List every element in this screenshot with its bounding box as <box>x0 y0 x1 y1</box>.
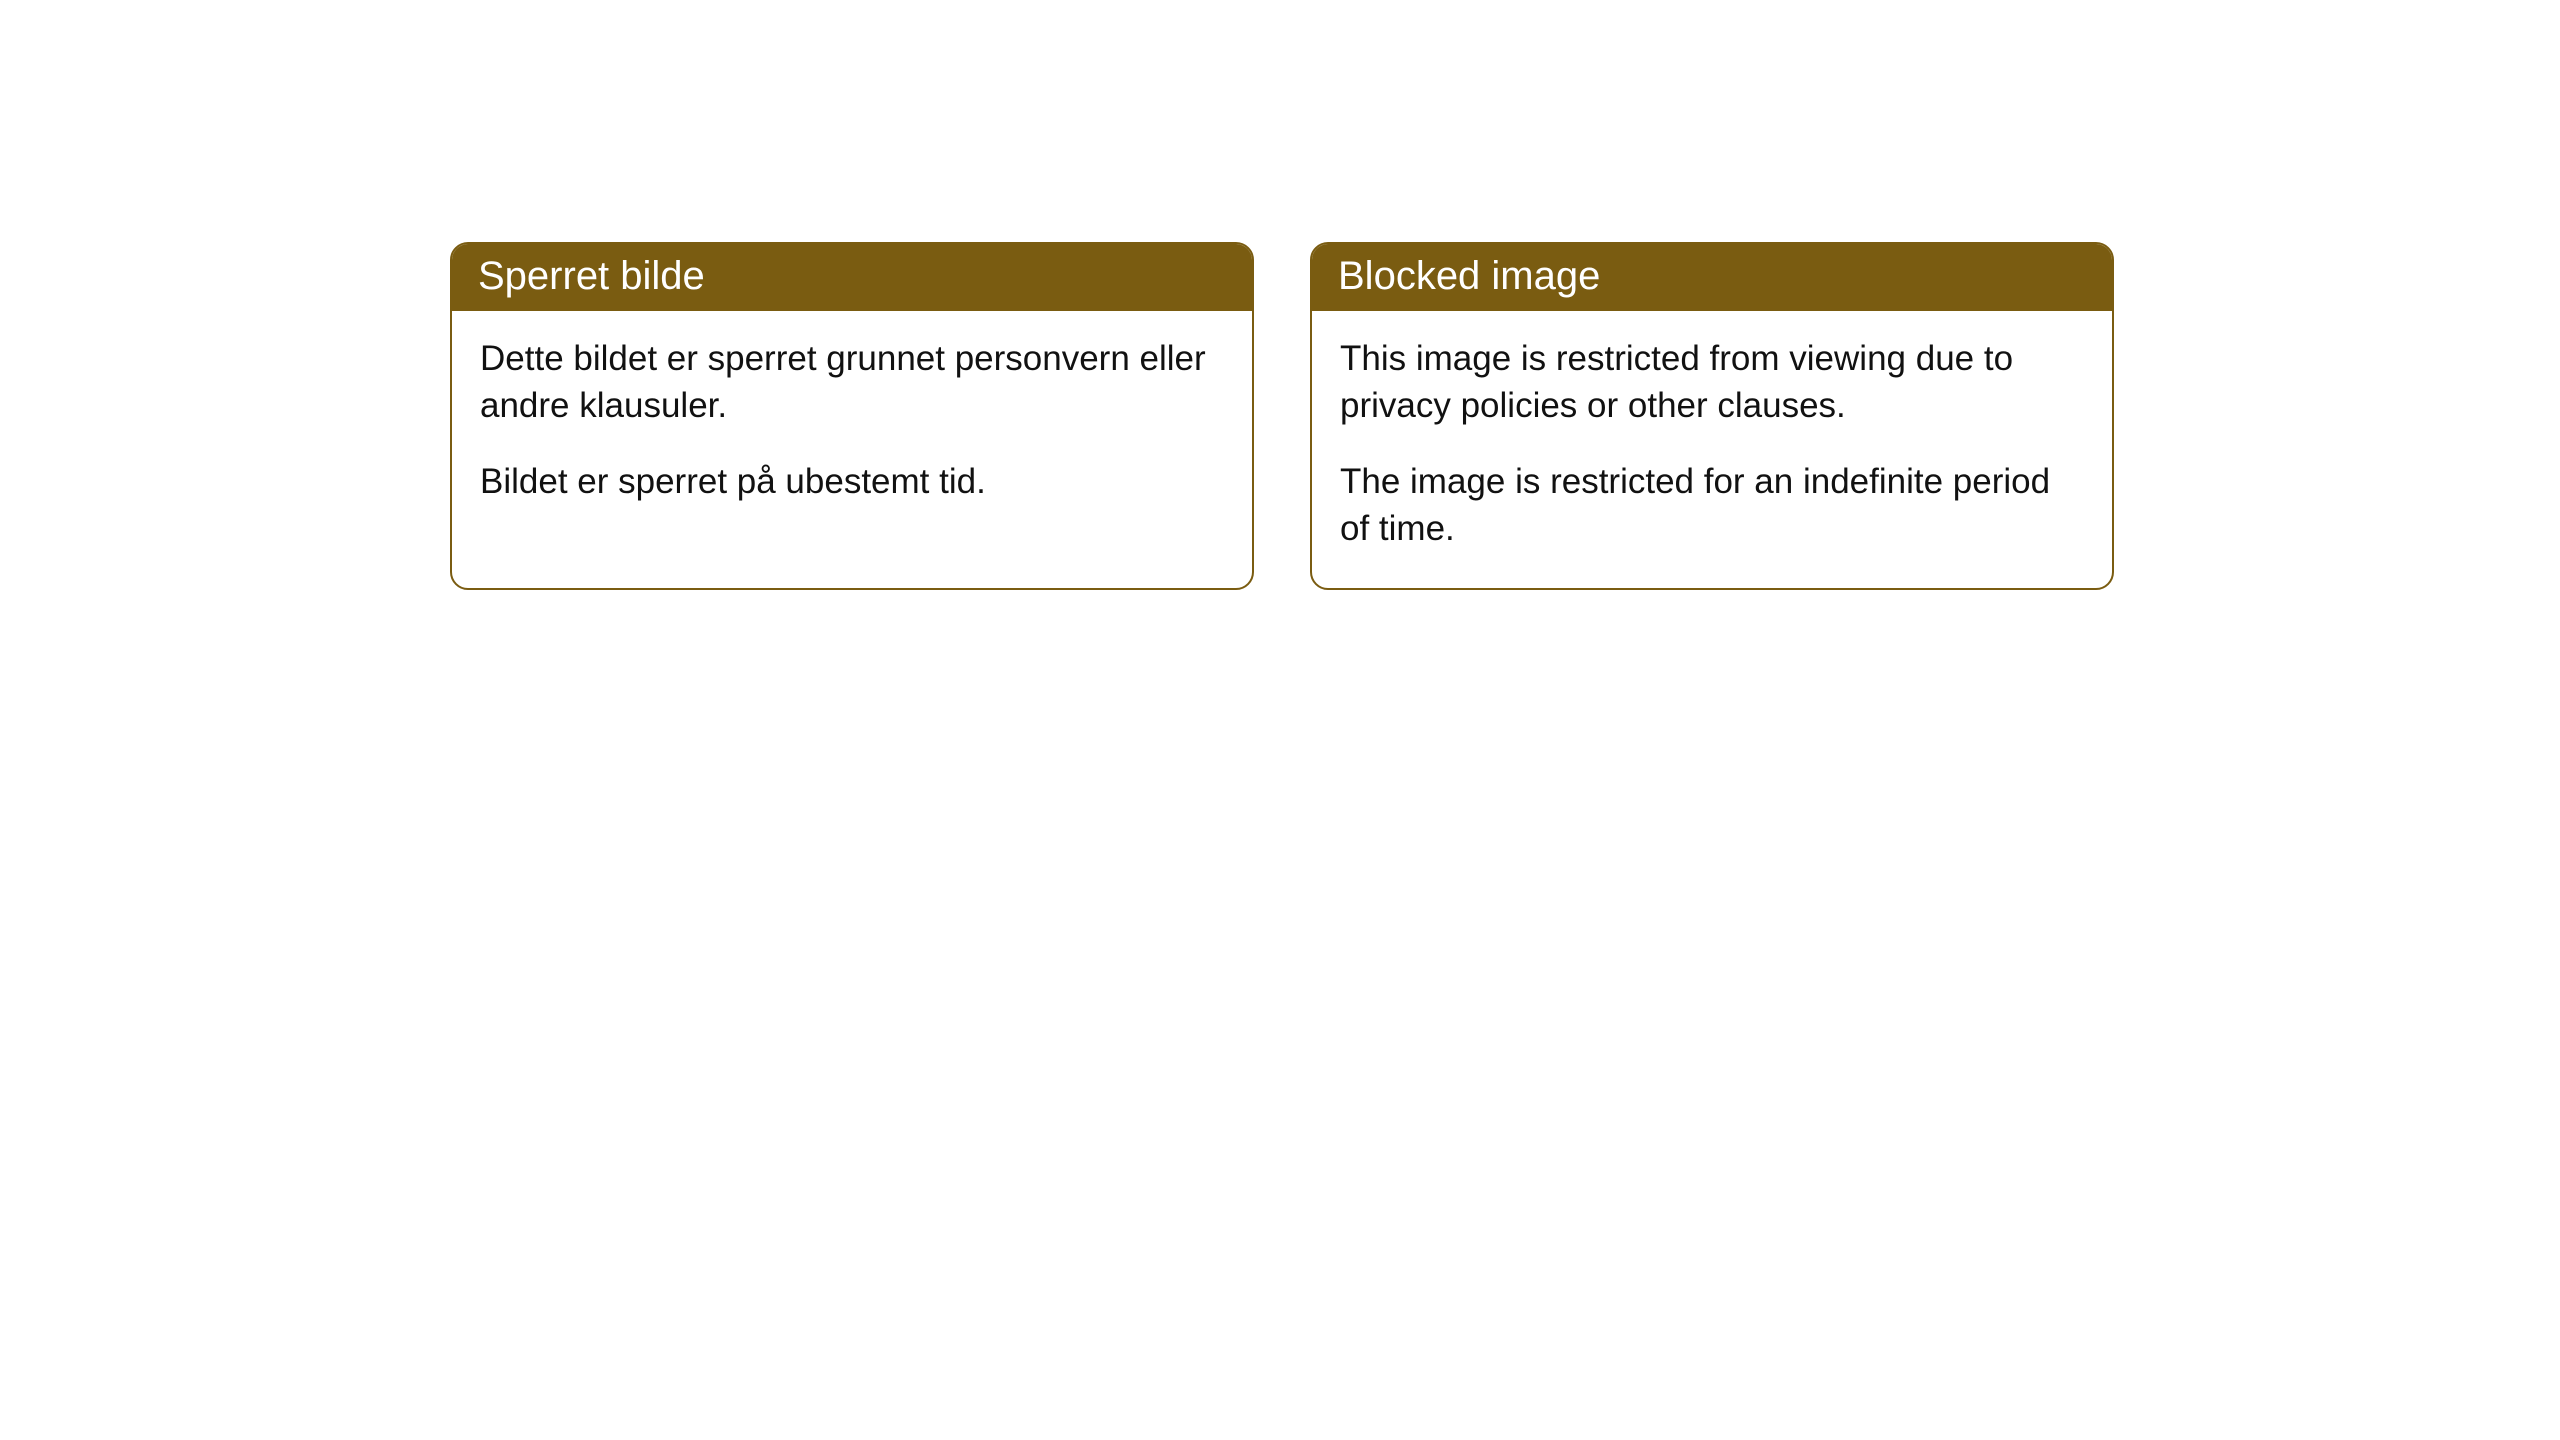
card-paragraph-en-1: This image is restricted from viewing du… <box>1340 335 2084 430</box>
card-paragraph-en-2: The image is restricted for an indefinit… <box>1340 458 2084 553</box>
card-title-no: Sperret bilde <box>452 244 1252 311</box>
blocked-image-card-no: Sperret bilde Dette bildet er sperret gr… <box>450 242 1254 590</box>
card-paragraph-no-2: Bildet er sperret på ubestemt tid. <box>480 458 1224 505</box>
card-title-en: Blocked image <box>1312 244 2112 311</box>
notice-cards-container: Sperret bilde Dette bildet er sperret gr… <box>0 0 2560 590</box>
card-body-no: Dette bildet er sperret grunnet personve… <box>452 311 1252 541</box>
card-paragraph-no-1: Dette bildet er sperret grunnet personve… <box>480 335 1224 430</box>
card-body-en: This image is restricted from viewing du… <box>1312 311 2112 588</box>
blocked-image-card-en: Blocked image This image is restricted f… <box>1310 242 2114 590</box>
